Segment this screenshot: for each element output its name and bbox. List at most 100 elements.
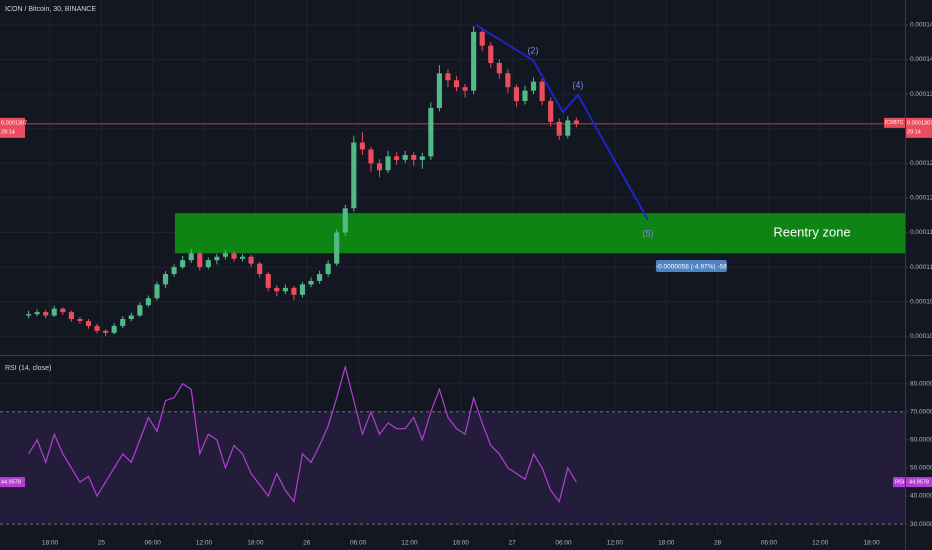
candle-body [565, 120, 571, 136]
candle-body [342, 208, 348, 233]
rsi-line [28, 364, 577, 504]
candle-body [453, 80, 460, 88]
candle-body [428, 107, 434, 157]
candle-body [402, 155, 408, 160]
candle-body [291, 287, 297, 295]
candle-body [539, 81, 545, 102]
candle-body [120, 319, 126, 326]
rsi-tag-left-label: 44.9578 [1, 480, 21, 486]
candle-body [308, 280, 314, 285]
x-tick-label: 12:00 [607, 540, 624, 547]
y-tick-label: 40.0000 [910, 493, 932, 500]
candle-body [394, 156, 400, 160]
candle-body [34, 312, 40, 315]
x-tick-label: 12:00 [812, 540, 829, 547]
candle-body [513, 87, 520, 102]
y-tick-label: 60.0000 [910, 437, 932, 444]
candle-body [556, 121, 562, 136]
x-tick-label: 06:00 [145, 540, 162, 547]
x-tick-label: 06:00 [350, 540, 367, 547]
candle-body [479, 31, 485, 46]
candle-body [496, 62, 502, 74]
candle-body [137, 305, 143, 316]
zone-label: Reentry zone [773, 225, 850, 240]
candle-body [26, 314, 32, 316]
candle-body [94, 325, 100, 331]
candle-body [239, 256, 246, 259]
candle-body [573, 120, 579, 124]
candle-body [111, 325, 117, 333]
candle-body [205, 260, 211, 268]
candle-body [548, 101, 554, 122]
candle-body [445, 73, 451, 81]
wave-label: (5) [642, 228, 653, 238]
candle-body [530, 81, 537, 91]
x-tick-label: 18:00 [863, 540, 880, 547]
candle-body [351, 142, 357, 209]
candle-body [359, 142, 365, 150]
y-tick-label: 0.0001450 [910, 22, 932, 29]
y-tick-label: 0.0001200 [910, 195, 932, 202]
y-tick-label: 0.0001250 [910, 160, 932, 167]
candle-body [162, 274, 169, 285]
candle-body [436, 73, 442, 108]
y-tick-label: 0.0001150 [910, 229, 932, 236]
candle-body [128, 315, 134, 320]
candle-body [411, 155, 417, 160]
price-tag-left [0, 117, 25, 138]
x-tick-label: 18:00 [658, 540, 675, 547]
candle-body [231, 253, 237, 259]
y-tick-label: 50.0000 [910, 465, 932, 472]
candle-body [171, 267, 177, 275]
candle-body [274, 287, 280, 292]
candle-body [180, 260, 186, 268]
countdown-right: 29:14 [907, 129, 921, 135]
candle-body [376, 163, 383, 171]
candle-body [325, 263, 331, 275]
reentry-zone [174, 213, 905, 254]
candle-body [488, 45, 494, 63]
wave-label: (2) [527, 46, 538, 56]
countdown-left: 29:14 [1, 129, 15, 135]
candle-body [60, 308, 66, 313]
candle-body [103, 330, 109, 333]
x-tick-label: 28 [714, 540, 722, 547]
x-tick-label: 25 [98, 540, 106, 547]
candle-body [385, 156, 391, 171]
candle-body [522, 90, 528, 102]
candle-body [471, 31, 477, 91]
rsi-title: RSI (14, close) [5, 365, 51, 372]
candle-body [505, 73, 511, 88]
candle-body [51, 308, 57, 316]
x-tick-label: 18:00 [42, 540, 59, 547]
x-tick-label: 12:00 [196, 540, 213, 547]
y-tick-label: 0.0001050 [910, 298, 932, 305]
wave-line [475, 24, 649, 221]
price-tag-right-value: 0.0001307 [907, 120, 932, 126]
candle-body [299, 284, 306, 295]
y-tick-label: 0.0001400 [910, 56, 932, 63]
price-tag-right [906, 117, 932, 138]
measure-label: -0.0000058 (-4.97%) -58 [656, 263, 727, 270]
candle-body [197, 253, 203, 268]
chart-title: ICON / Bitcoin, 30, BINANCE [5, 6, 96, 13]
candle-body [68, 312, 74, 320]
wave-label: (4) [572, 80, 583, 90]
y-tick-label: 70.0000 [910, 409, 932, 416]
candle-body [257, 263, 263, 275]
measure-box [655, 260, 727, 273]
x-tick-label: 12:00 [401, 540, 418, 547]
candle-body [222, 253, 229, 257]
candle-body [145, 298, 151, 306]
candle-body [85, 321, 92, 326]
y-tick-label: 0.0001100 [910, 264, 932, 271]
candle-body [265, 274, 271, 288]
y-tick-label: 0.0001350 [910, 91, 932, 98]
candle-body [77, 319, 83, 322]
candle-body [214, 256, 220, 261]
candle-body [317, 274, 323, 281]
symbol-tag-label: ICXBTC [885, 120, 904, 126]
symbol-tag [884, 117, 905, 128]
